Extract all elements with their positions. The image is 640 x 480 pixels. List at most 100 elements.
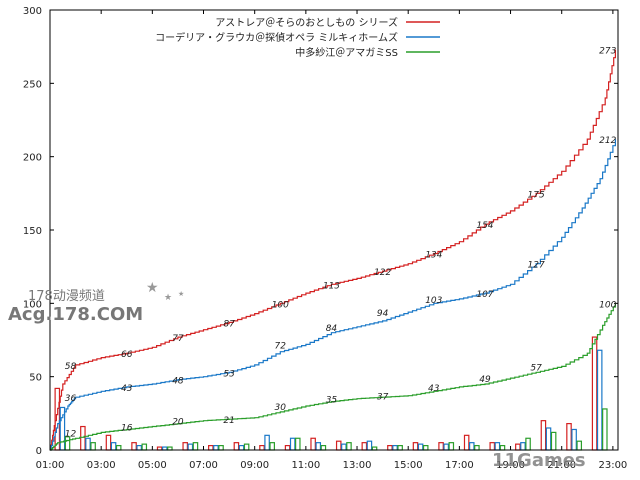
hourly-bar <box>105 434 112 451</box>
hourly-bar <box>397 445 403 451</box>
hourly-bar <box>602 408 608 451</box>
hourly-bar <box>520 442 526 451</box>
data-label: 35 <box>326 396 338 406</box>
data-label: 72 <box>275 341 287 351</box>
hourly-bar <box>90 442 96 451</box>
hourly-bar <box>346 442 352 451</box>
data-label: 21 <box>223 416 234 426</box>
cumulative-lines-layer <box>50 49 616 451</box>
hourly-bar <box>361 442 368 451</box>
hourly-bar <box>295 437 301 451</box>
data-label: 49 <box>479 375 491 385</box>
hourly-bar <box>591 336 598 451</box>
data-label: 127 <box>528 261 545 271</box>
data-label: 20 <box>172 418 184 428</box>
x-tick-label: 09:00 <box>240 460 269 471</box>
hourly-bar <box>545 427 552 451</box>
hourly-bar <box>80 425 86 451</box>
hourly-bar <box>335 440 342 451</box>
x-tick-label: 19:00 <box>496 460 525 471</box>
hourly-bar <box>310 437 316 451</box>
x-tick-label: 17:00 <box>445 460 474 471</box>
hourly-bar <box>192 442 199 451</box>
hourly-bar <box>392 445 398 451</box>
hourly-bar <box>412 442 419 451</box>
data-label: 58 <box>65 362 77 372</box>
star-icon: ★ <box>146 280 159 296</box>
data-label: 103 <box>425 296 442 306</box>
data-label: 107 <box>476 290 493 300</box>
x-axis: 01:00 03:00 05:00 07:00 09:00 11:00 13:00 15:00… <box>36 10 627 471</box>
x-tick-label: 03:00 <box>87 460 116 471</box>
y-tick-label: 300 <box>23 6 42 17</box>
hourly-bar <box>576 440 583 451</box>
hourly-bar <box>489 442 496 451</box>
hourly-bar <box>233 442 240 451</box>
data-label: 154 <box>476 221 493 231</box>
series-line <box>50 139 616 451</box>
hourly-bar <box>259 445 265 451</box>
hourly-bar <box>110 442 117 451</box>
data-label: 212 <box>599 136 616 146</box>
data-label: 66 <box>121 350 133 360</box>
y-axis: 0 50 100 150 200 250 300 <box>23 6 618 457</box>
data-label: 100 <box>599 300 616 310</box>
watermark-line2: Acg.178.COM <box>8 304 143 325</box>
hourly-bar <box>141 443 148 451</box>
y-tick-label: 150 <box>23 226 42 237</box>
hourly-bar <box>417 443 424 451</box>
data-label: 175 <box>528 190 545 200</box>
watermark-line1: 178动漫频道 <box>28 289 105 304</box>
watermark-logo: 178动漫频道 Acg.178.COM ★ ★ ★ <box>8 280 184 325</box>
watermark-corner: 11Games <box>492 450 586 471</box>
hourly-bar <box>571 428 577 451</box>
hourly-bar <box>341 443 347 451</box>
data-label: 37 <box>377 393 389 403</box>
hourly-bar <box>264 434 270 451</box>
hourly-bar <box>366 440 373 451</box>
x-tick-label: 05:00 <box>138 460 167 471</box>
legend-label: コーデリア・グラウカ＠探偵オペラ ミルキィホームズ <box>155 31 398 44</box>
x-tick-label: 15:00 <box>394 460 423 471</box>
hourly-bar <box>218 445 224 451</box>
hourly-bar <box>131 442 137 451</box>
hourly-bar <box>269 442 275 451</box>
hourly-bar <box>387 445 393 451</box>
x-tick-label: 21:00 <box>547 460 576 471</box>
y-tick-label: 100 <box>23 299 42 310</box>
hourly-bar <box>54 387 61 451</box>
hourly-bar <box>474 445 480 451</box>
hourly-bar <box>540 420 547 451</box>
hourly-bar <box>289 437 296 451</box>
hourly-bar <box>525 437 531 451</box>
x-tick-label: 11:00 <box>291 460 320 471</box>
hourly-bar <box>448 442 455 451</box>
data-label: 77 <box>172 334 184 344</box>
data-label: 57 <box>530 363 542 373</box>
hourly-bar <box>320 445 327 451</box>
x-tick-label: 01:00 <box>36 460 65 471</box>
data-label: 12 <box>65 429 77 439</box>
y-tick-label: 50 <box>29 373 42 384</box>
data-label: 43 <box>121 384 133 394</box>
x-tick-label: 07:00 <box>189 460 218 471</box>
data-label: 30 <box>275 403 287 413</box>
x-tick-label: 23:00 <box>598 460 627 471</box>
data-label: 43 <box>428 384 440 394</box>
hourly-bar <box>243 443 250 451</box>
hourly-bar <box>463 434 470 451</box>
star-icon: ★ <box>178 290 184 298</box>
hourly-bar <box>182 442 188 451</box>
data-label: 100 <box>272 300 289 310</box>
hourly-bar <box>284 445 291 451</box>
data-label: 87 <box>223 319 235 329</box>
hourly-bar <box>438 442 444 451</box>
data-label: 134 <box>425 250 442 260</box>
x-tick-label: 13:00 <box>343 460 372 471</box>
hourly-bar <box>208 445 214 451</box>
hourly-bar <box>566 423 572 451</box>
y-tick-label: 0 <box>36 446 42 457</box>
series-line <box>50 49 616 451</box>
